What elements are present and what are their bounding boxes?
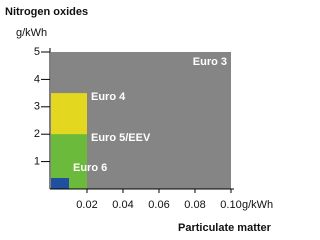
series-label: Euro 4	[91, 91, 126, 103]
y-tick-label: 4	[34, 73, 40, 85]
x-axis-unit: g/kWh	[242, 199, 273, 211]
x-tick-label: 0.02	[76, 199, 97, 211]
x-axis-title: Particulate matter	[178, 222, 272, 234]
series-label: Euro 3	[193, 56, 227, 68]
y-tick-label: 3	[34, 101, 40, 113]
page: {"chart_data": {"type": "nested-rect", "…	[5, 5, 274, 234]
x-tick-label: 0.08	[184, 199, 205, 211]
standard-area	[51, 178, 69, 189]
y-tick-label: 5	[34, 46, 40, 58]
chart: Nitrogen oxides g/kWh g/kWh Particulate …	[5, 6, 273, 234]
x-tick-label: 0.10	[220, 199, 241, 211]
series-label: Euro 6	[73, 162, 107, 174]
series-label: Euro 5/EEV	[91, 132, 151, 144]
y-tick-label: 1	[34, 156, 40, 168]
y-axis-title: Nitrogen oxides	[5, 6, 88, 18]
y-axis-unit: g/kWh	[16, 27, 47, 39]
x-tick-label: 0.06	[148, 199, 169, 211]
x-tick-label: 0.04	[112, 199, 133, 211]
y-tick-label: 2	[34, 128, 40, 140]
